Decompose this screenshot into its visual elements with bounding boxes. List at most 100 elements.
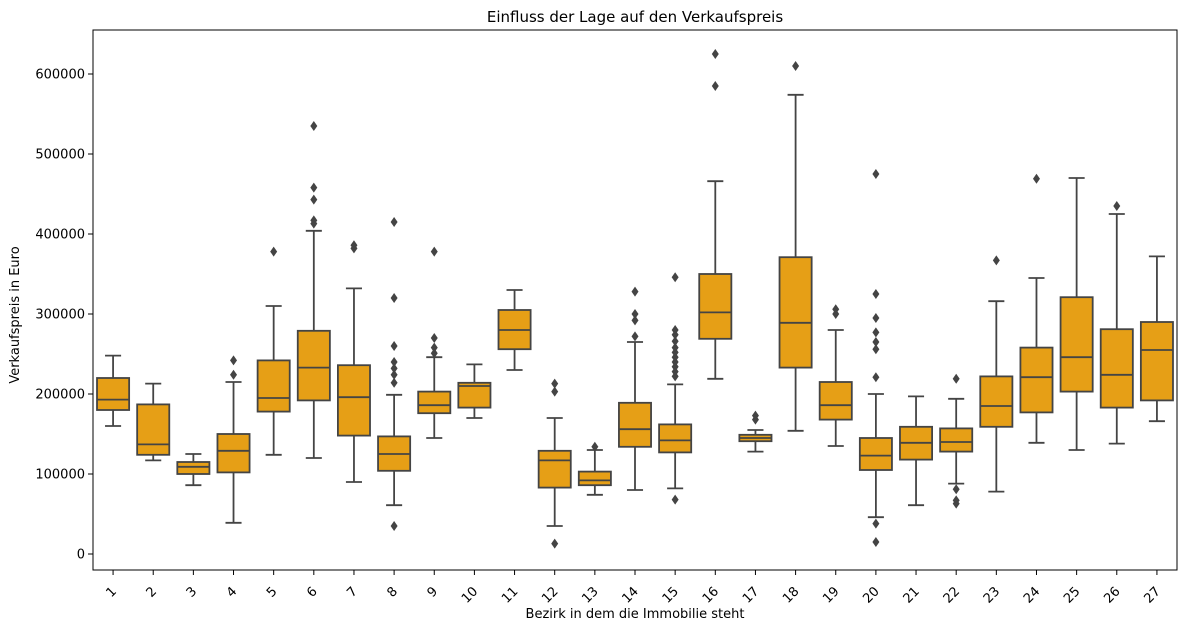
outlier-point	[671, 325, 679, 335]
outlier-point	[631, 315, 639, 326]
outlier-point	[671, 336, 679, 347]
outlier-point	[230, 355, 238, 366]
outlier-point	[350, 240, 358, 251]
x-tick-label: 3	[184, 584, 200, 600]
box	[858, 437, 893, 471]
x-tick-label: 27	[1141, 584, 1163, 606]
box	[979, 375, 1014, 428]
y-tick-label: 100000	[35, 468, 85, 483]
outlier-point	[1113, 201, 1121, 211]
outlier-point	[671, 272, 679, 283]
box	[778, 256, 813, 369]
outlier-point	[872, 337, 880, 347]
outlier-point	[671, 342, 679, 353]
box	[337, 364, 371, 437]
y-tick-label: 600000	[35, 68, 85, 83]
x-tick-label: 14	[620, 584, 642, 606]
x-tick-label: 8	[384, 584, 400, 600]
box	[296, 329, 331, 402]
box	[618, 401, 652, 448]
box	[577, 470, 612, 487]
box	[176, 461, 211, 475]
outlier-point	[1032, 173, 1040, 184]
outlier-point	[952, 495, 960, 506]
outlier-point	[671, 494, 679, 505]
outlier-point	[310, 121, 318, 131]
outlier-point	[551, 386, 559, 397]
outlier-point	[631, 331, 639, 342]
outlier-point	[430, 333, 438, 343]
x-tick-label: 16	[700, 584, 722, 606]
x-tick-label: 13	[579, 584, 601, 606]
box	[136, 403, 171, 456]
x-tick-label: 12	[539, 584, 561, 606]
x-tick-label: 2	[144, 584, 160, 600]
y-tick-label: 400000	[35, 228, 85, 243]
outlier-point	[952, 373, 960, 384]
outlier-point	[390, 521, 398, 531]
outlier-point	[390, 369, 398, 380]
outlier-point	[430, 246, 438, 257]
x-tick-label: 6	[304, 584, 320, 600]
box	[1139, 321, 1174, 402]
x-tick-label: 4	[224, 584, 240, 600]
x-tick-label: 22	[941, 584, 963, 606]
outlier-point	[872, 537, 880, 547]
x-tick-label: 11	[499, 584, 521, 606]
chart-title: Einfluss der Lage auf den Verkaufspreis	[487, 8, 783, 26]
box	[658, 423, 693, 454]
outlier-point	[952, 484, 960, 495]
y-axis-label: Verkaufspreis in Euro	[8, 246, 23, 383]
plot-frame	[92, 29, 1178, 571]
y-tick-label: 200000	[35, 388, 85, 403]
outlier-point	[551, 378, 559, 389]
x-tick-label: 25	[1061, 584, 1083, 606]
outlier-point	[872, 372, 880, 383]
x-tick-label: 24	[1021, 584, 1043, 606]
x-tick-label: 5	[264, 584, 280, 600]
outlier-point	[390, 217, 398, 227]
outlier-point	[872, 289, 880, 299]
outlier-point	[832, 304, 840, 315]
outlier-point	[872, 169, 880, 179]
x-tick-label: 21	[901, 584, 923, 606]
outlier-point	[751, 410, 759, 421]
x-tick-label: 26	[1101, 584, 1123, 606]
box	[698, 273, 733, 340]
box	[216, 433, 251, 474]
outlier-point	[270, 246, 278, 257]
outlier-point	[711, 81, 719, 91]
outlier-point	[310, 182, 318, 193]
outlier-point	[872, 518, 880, 529]
x-tick-label: 15	[660, 584, 682, 606]
box	[818, 381, 853, 421]
x-tick-label: 18	[780, 584, 802, 606]
outlier-point	[992, 255, 1000, 266]
outlier-point	[390, 357, 398, 367]
x-tick-label: 19	[820, 584, 842, 606]
x-tick-label: 20	[860, 584, 882, 606]
x-axis-label: Bezirk in dem die Immobilie steht	[526, 607, 745, 622]
outlier-point	[430, 348, 438, 359]
x-tick-label: 23	[981, 584, 1003, 606]
outlier-point	[390, 293, 398, 303]
x-tick-label: 9	[425, 584, 441, 600]
outlier-point	[390, 363, 398, 374]
outlier-point	[310, 215, 318, 226]
outlier-point	[872, 344, 880, 355]
y-tick-label: 300000	[35, 308, 85, 323]
box	[417, 390, 452, 415]
box	[1019, 346, 1054, 414]
box	[457, 381, 492, 409]
x-tick-label: 10	[459, 584, 481, 606]
outlier-point	[872, 313, 880, 323]
outlier-point	[872, 327, 880, 338]
outlier-point	[430, 342, 438, 353]
box	[537, 449, 572, 489]
outlier-point	[792, 61, 800, 71]
x-tick-label: 17	[740, 584, 762, 606]
box	[1099, 328, 1134, 409]
